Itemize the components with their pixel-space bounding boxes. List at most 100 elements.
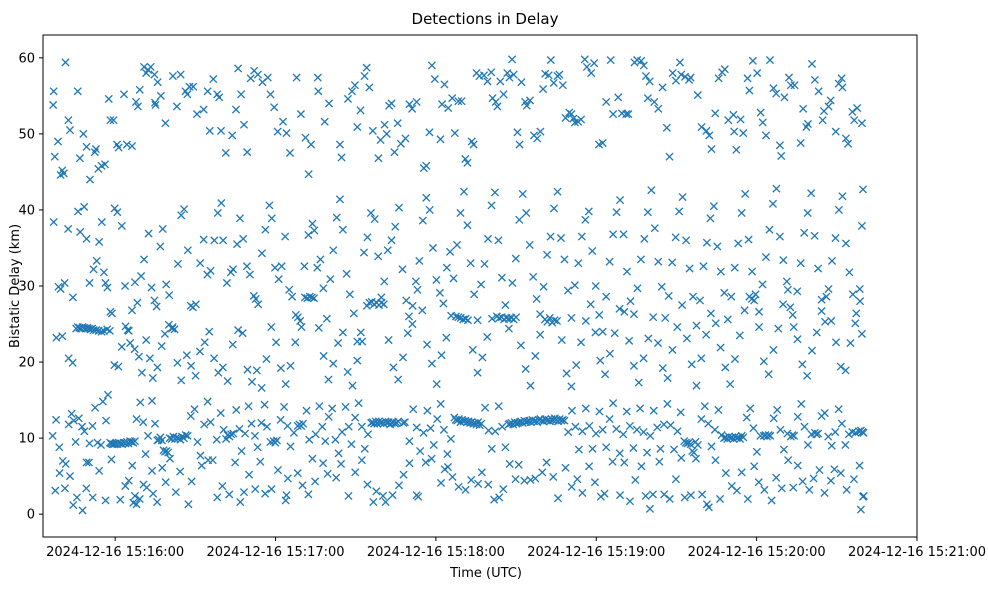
detection-marker xyxy=(513,128,522,137)
detection-marker xyxy=(394,481,404,490)
detection-marker xyxy=(149,489,158,498)
detection-marker xyxy=(335,195,345,204)
detection-marker xyxy=(564,427,573,437)
detection-marker xyxy=(697,415,706,424)
detection-marker xyxy=(363,480,372,489)
detection-marker xyxy=(754,323,764,332)
detection-marker xyxy=(580,55,589,64)
detection-marker xyxy=(331,435,340,444)
detection-marker xyxy=(777,484,786,493)
detection-marker xyxy=(74,414,83,423)
detection-marker xyxy=(665,494,674,504)
detection-marker xyxy=(682,236,691,245)
detection-marker xyxy=(412,423,421,432)
detection-marker xyxy=(304,170,313,179)
detection-marker xyxy=(716,267,725,276)
detection-marker xyxy=(737,468,746,477)
detection-marker xyxy=(409,405,418,414)
detection-marker xyxy=(349,309,358,318)
detection-marker xyxy=(698,490,707,499)
detection-marker xyxy=(855,461,864,470)
detection-marker xyxy=(61,58,70,67)
detection-marker xyxy=(127,306,137,315)
detection-marker xyxy=(353,122,362,132)
detection-marker xyxy=(689,448,698,457)
detection-marker xyxy=(838,192,847,201)
detection-marker xyxy=(574,259,583,268)
detection-marker xyxy=(602,97,611,106)
detection-marker xyxy=(64,420,73,429)
detection-marker xyxy=(139,62,149,72)
detection-marker xyxy=(147,283,156,292)
detection-marker xyxy=(588,444,597,453)
detection-marker xyxy=(369,497,378,507)
detection-marker xyxy=(857,329,867,338)
detection-marker xyxy=(822,292,831,301)
detection-marker xyxy=(799,104,808,113)
detection-marker xyxy=(641,491,650,500)
detection-marker xyxy=(750,296,759,305)
detection-marker xyxy=(183,431,192,440)
detection-marker xyxy=(648,490,657,499)
detection-marker xyxy=(72,493,82,502)
detection-marker xyxy=(422,193,431,202)
detection-marker xyxy=(313,263,322,272)
detection-marker xyxy=(416,446,425,456)
detection-marker xyxy=(577,232,586,241)
detection-marker xyxy=(573,475,582,484)
detection-marker xyxy=(173,259,183,269)
detection-marker xyxy=(657,282,666,291)
detection-marker xyxy=(454,482,463,491)
detection-marker xyxy=(474,479,483,488)
detection-marker xyxy=(365,298,374,307)
detection-marker xyxy=(581,215,590,224)
detection-marker xyxy=(697,122,706,132)
detection-marker xyxy=(625,421,635,431)
detection-marker xyxy=(142,335,151,345)
detection-marker xyxy=(522,208,531,218)
detection-marker xyxy=(484,480,493,489)
detection-marker xyxy=(158,224,167,234)
detection-marker xyxy=(477,280,486,289)
detection-marker xyxy=(133,298,142,307)
detection-marker xyxy=(223,377,232,386)
detection-marker xyxy=(503,68,512,78)
detection-marker xyxy=(732,486,741,495)
detection-marker xyxy=(633,284,642,293)
detection-marker xyxy=(666,421,675,430)
detection-marker xyxy=(649,406,658,415)
detection-marker xyxy=(686,73,695,82)
detection-marker xyxy=(856,505,865,514)
detection-marker xyxy=(414,492,423,501)
detection-marker xyxy=(779,256,788,265)
detection-marker xyxy=(827,441,836,450)
detection-marker xyxy=(736,115,745,124)
detection-marker xyxy=(69,416,78,425)
detection-marker xyxy=(313,73,322,82)
y-tick-label: 0 xyxy=(27,508,35,523)
detection-marker xyxy=(649,313,658,322)
detection-marker xyxy=(389,363,398,372)
detection-marker xyxy=(450,129,459,138)
detection-marker xyxy=(848,107,857,116)
detection-marker xyxy=(741,189,750,199)
detection-marker xyxy=(582,62,591,72)
detection-marker xyxy=(641,72,651,81)
detection-marker xyxy=(437,100,447,109)
detection-marker xyxy=(124,476,133,485)
detection-marker xyxy=(246,74,255,83)
detection-marker xyxy=(508,278,517,288)
detection-marker xyxy=(142,483,151,492)
detection-marker xyxy=(814,87,823,96)
detection-marker xyxy=(637,56,646,65)
detection-marker xyxy=(720,65,729,74)
detection-marker xyxy=(75,154,84,163)
detection-marker xyxy=(756,108,765,117)
detection-marker xyxy=(578,488,587,497)
detection-marker xyxy=(590,59,599,68)
detection-marker xyxy=(48,431,57,440)
detection-marker xyxy=(181,431,190,440)
detection-marker xyxy=(151,100,160,110)
detection-marker xyxy=(147,466,157,475)
detection-marker xyxy=(164,320,173,329)
